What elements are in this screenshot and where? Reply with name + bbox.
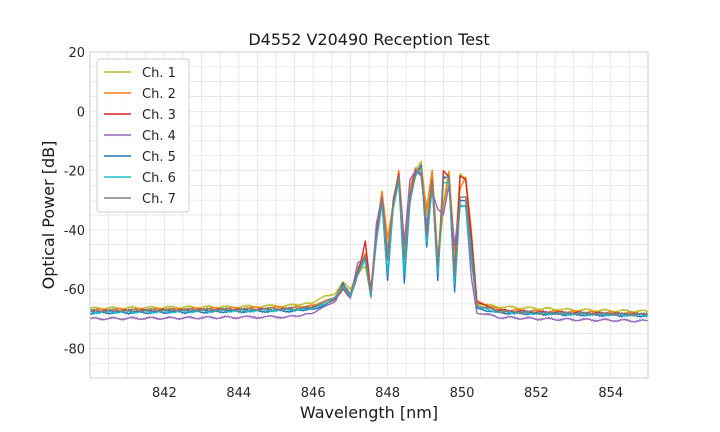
series-layer xyxy=(89,160,649,323)
x-tick-label: 842 xyxy=(152,386,177,401)
y-axis-title: Optical Power [dB] xyxy=(39,141,58,290)
plot-frame xyxy=(89,51,649,379)
x-tick-label: 852 xyxy=(524,386,549,401)
x-tick-label: 848 xyxy=(375,386,400,401)
x-tick-label: 850 xyxy=(450,386,475,401)
legend-label: Ch. 1 xyxy=(142,66,176,81)
series-line-7 xyxy=(89,166,649,317)
legend-label: Ch. 2 xyxy=(142,87,176,102)
y-tick-label: -40 xyxy=(64,224,85,239)
legend-box xyxy=(96,58,190,213)
y-tick-label: -20 xyxy=(64,165,85,180)
chart-title: D4552 V20490 Reception Test xyxy=(248,30,489,49)
x-axis: 842 844 846 848 850 852 854 xyxy=(152,386,623,401)
x-tick-label: 844 xyxy=(226,386,251,401)
legend-label: Ch. 5 xyxy=(142,150,176,165)
y-axis: -80 -60 -40 -20 0 20 xyxy=(64,46,85,357)
legend-label: Ch. 3 xyxy=(142,108,176,123)
legend-label: Ch. 7 xyxy=(142,192,176,207)
y-tick-label: -80 xyxy=(64,342,85,357)
legend-label: Ch. 4 xyxy=(142,129,176,144)
y-tick-label: -60 xyxy=(64,283,85,298)
x-axis-title: Wavelength [nm] xyxy=(300,403,438,422)
y-tick-label: 20 xyxy=(68,46,85,61)
legend-label: Ch. 6 xyxy=(142,171,176,186)
x-tick-label: 846 xyxy=(301,386,326,401)
legend: Ch. 1 Ch. 2 Ch. 3 Ch. 4 Ch. 5 Ch. 6 Ch. 7 xyxy=(96,58,190,213)
x-tick-label: 854 xyxy=(598,386,623,401)
y-tick-label: 0 xyxy=(77,105,85,120)
